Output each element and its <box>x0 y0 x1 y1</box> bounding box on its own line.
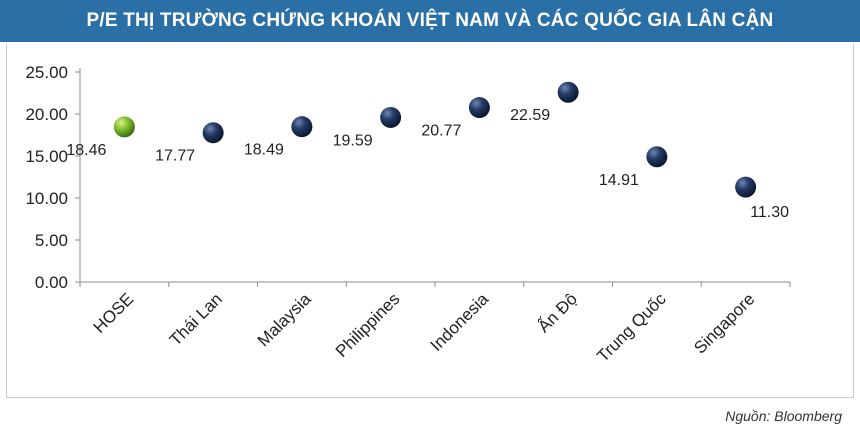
data-label: 17.77 <box>155 148 195 165</box>
x-tick-label: Thái Lan <box>166 289 226 349</box>
data-label: 20.77 <box>421 123 461 140</box>
data-label: 18.49 <box>244 142 284 159</box>
data-label: 19.59 <box>333 132 373 149</box>
x-tick-label: Indonesia <box>427 289 493 355</box>
data-point-hose <box>113 116 135 138</box>
data-point-singapore <box>735 176 757 198</box>
chart-frame <box>6 44 854 398</box>
data-point-philippines <box>380 106 402 128</box>
x-tick-label: HOSE <box>90 289 138 337</box>
x-tick-label: Philippines <box>332 289 404 361</box>
y-tick-label: 0.00 <box>35 273 68 292</box>
data-label: 18.46 <box>66 142 106 159</box>
data-label: 11.30 <box>750 204 789 221</box>
data-label: 14.91 <box>599 172 639 189</box>
y-tick-label: 20.00 <box>25 105 68 124</box>
y-tick-label: 15.00 <box>25 147 68 166</box>
data-point-trung-quốc <box>646 146 668 168</box>
y-tick-label: 25.00 <box>25 63 68 82</box>
x-tick-label: Malaysia <box>254 289 315 350</box>
data-point-thái-lan <box>202 122 224 144</box>
x-tick-label: Ấn Độ <box>534 289 581 336</box>
y-tick-label: 5.00 <box>35 231 68 250</box>
y-tick-label: 10.00 <box>25 189 68 208</box>
data-point-malaysia <box>291 116 313 138</box>
chart-plot: 0.00 5.00 10.00 15.00 20.00 25.00 18.46 17.77 1… <box>25 63 791 366</box>
chart-title: P/E THỊ TRƯỜNG CHỨNG KHOÁN VIỆT NAM VÀ C… <box>0 0 860 42</box>
data-point-indonesia <box>468 97 490 119</box>
x-tick-label: Singapore <box>690 289 758 357</box>
data-point-ấn-độ <box>557 81 579 103</box>
source-note: Nguồn: Bloomberg <box>725 408 842 424</box>
x-tick-label: Trung Quốc <box>593 289 670 366</box>
data-label: 22.59 <box>510 107 550 124</box>
